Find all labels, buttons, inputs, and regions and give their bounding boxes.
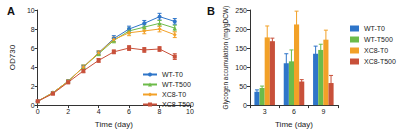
svg-text:B: B [207, 5, 215, 17]
svg-text:200: 200 [235, 26, 247, 33]
svg-text:50: 50 [239, 83, 247, 90]
svg-text:XC8-T0: XC8-T0 [162, 91, 186, 98]
svg-text:0: 0 [243, 102, 247, 109]
svg-text:10: 10 [186, 108, 194, 115]
svg-text:2: 2 [31, 83, 35, 90]
svg-text:OD730: OD730 [8, 44, 17, 70]
svg-text:10: 10 [27, 7, 35, 14]
svg-text:6: 6 [127, 108, 131, 115]
svg-text:6: 6 [31, 45, 35, 52]
svg-text:8: 8 [158, 108, 162, 115]
svg-text:Glycogen accumulation (mg/gDCW: Glycogen accumulation (mg/gDCW) [222, 6, 230, 110]
svg-text:4: 4 [97, 108, 101, 115]
svg-text:WT-T500: WT-T500 [162, 81, 191, 88]
svg-text:WT-T0: WT-T0 [364, 25, 385, 32]
svg-text:XC8-T500: XC8-T500 [364, 58, 396, 65]
svg-text:XC8-T0: XC8-T0 [364, 47, 388, 54]
svg-text:0: 0 [31, 102, 35, 109]
svg-text:150: 150 [235, 45, 247, 52]
svg-text:WT-T0: WT-T0 [162, 71, 183, 78]
svg-text:XC8-T500: XC8-T500 [162, 101, 194, 108]
svg-text:9: 9 [321, 108, 325, 115]
svg-text:2: 2 [66, 108, 70, 115]
svg-text:Time (day): Time (day) [95, 120, 133, 129]
svg-text:A: A [7, 5, 15, 17]
svg-text:8: 8 [31, 26, 35, 33]
svg-text:100: 100 [235, 64, 247, 71]
svg-text:WT-T500: WT-T500 [364, 36, 393, 43]
svg-text:3: 3 [263, 108, 267, 115]
svg-text:250: 250 [235, 7, 247, 14]
svg-text:0: 0 [36, 108, 40, 115]
svg-text:4: 4 [31, 64, 35, 71]
svg-text:6: 6 [292, 108, 296, 115]
svg-text:Time (day): Time (day) [275, 120, 313, 129]
